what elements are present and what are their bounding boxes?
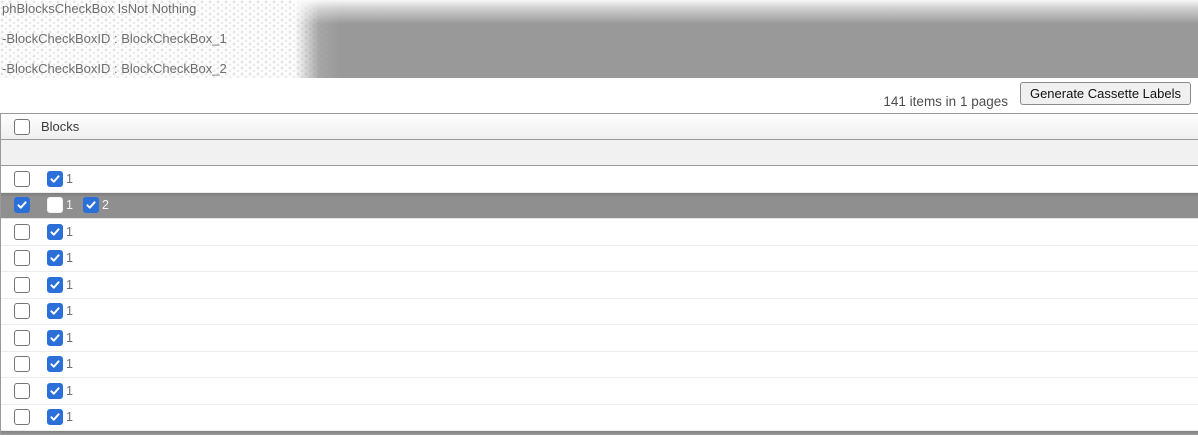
generate-cassette-labels-button[interactable]: Generate Cassette Labels: [1019, 82, 1191, 105]
blocks-cell: 1: [47, 276, 83, 293]
row-select-checkbox[interactable]: [14, 197, 30, 214]
block-checkbox[interactable]: [47, 382, 63, 399]
block-checkbox[interactable]: [47, 170, 63, 187]
table-row[interactable]: 1: [1, 325, 1198, 352]
debug-panel: phBlocksCheckBox IsNot Nothing -BlockChe…: [0, 0, 1198, 78]
gray-shadow-overlay: [295, 0, 1198, 78]
block-label: 1: [66, 304, 73, 319]
debug-line-1: phBlocksCheckBox IsNot Nothing: [2, 1, 197, 16]
block-label: 1: [66, 277, 73, 292]
row-select-cell: [1, 329, 30, 346]
blocks-cell: 1: [47, 356, 83, 373]
block-checkbox-group: 1: [47, 197, 73, 214]
grid-header-row: Blocks: [1, 114, 1198, 140]
row-select-checkbox[interactable]: [14, 356, 30, 373]
block-checkbox[interactable]: [47, 276, 63, 293]
column-header-blocks: Blocks: [41, 119, 80, 134]
debug-lines: phBlocksCheckBox IsNot Nothing -BlockChe…: [2, 0, 227, 90]
table-row[interactable]: 1: [1, 298, 1198, 325]
block-checkbox[interactable]: [47, 250, 63, 267]
blocks-cell: 1: [47, 409, 83, 426]
blocks-cell: 1: [47, 250, 83, 267]
row-select-checkbox[interactable]: [14, 409, 30, 426]
block-checkbox-group: 1: [47, 409, 73, 426]
block-checkbox-group: 1: [47, 303, 73, 320]
blocks-cell: 1: [47, 382, 83, 399]
block-label: 1: [66, 383, 73, 398]
table-row-partial[interactable]: [1, 431, 1198, 435]
block-checkbox-group: 1: [47, 276, 73, 293]
table-row[interactable]: 1: [1, 378, 1198, 405]
block-label: 1: [66, 198, 73, 213]
grid-filter-row[interactable]: [1, 140, 1198, 166]
block-checkbox[interactable]: [47, 197, 63, 214]
block-checkbox-group: 1: [47, 356, 73, 373]
row-select-checkbox[interactable]: [14, 223, 30, 240]
table-row[interactable]: 1: [1, 404, 1198, 431]
block-label: 1: [66, 357, 73, 372]
toolbar: 141 items in 1 pages Generate Cassette L…: [0, 78, 1198, 113]
block-checkbox-group: 1: [47, 223, 73, 240]
block-checkbox-group: 1: [47, 329, 73, 346]
row-select-cell: [1, 250, 30, 267]
row-select-cell: [1, 223, 30, 240]
table-row[interactable]: 1: [1, 245, 1198, 272]
blocks-cell: 1: [47, 329, 83, 346]
block-label: 1: [66, 224, 73, 239]
row-select-cell: [1, 197, 30, 214]
row-select-checkbox[interactable]: [14, 382, 30, 399]
row-select-checkbox[interactable]: [14, 329, 30, 346]
blocks-cell: 1: [47, 170, 83, 187]
block-checkbox-group: 1: [47, 250, 73, 267]
row-select-cell: [1, 303, 30, 320]
row-select-cell: [1, 276, 30, 293]
header-select-cell: [1, 118, 30, 135]
block-checkbox-group: 1: [47, 170, 73, 187]
table-row[interactable]: 1: [1, 272, 1198, 299]
select-all-checkbox[interactable]: [14, 118, 30, 135]
row-select-checkbox[interactable]: [14, 170, 30, 187]
debug-line-3: -BlockCheckBoxID : BlockCheckBox_2: [2, 61, 227, 76]
row-select-cell: [1, 382, 30, 399]
row-select-cell: [1, 170, 30, 187]
block-label: 1: [66, 171, 73, 186]
blocks-cell: 1: [47, 303, 83, 320]
block-checkbox-group: 2: [82, 197, 109, 214]
row-select-cell: [1, 409, 30, 426]
block-label: 1: [66, 410, 73, 425]
block-label: 2: [101, 198, 109, 213]
row-select-checkbox[interactable]: [14, 250, 30, 267]
block-checkbox[interactable]: [47, 356, 63, 373]
block-checkbox[interactable]: [47, 303, 63, 320]
block-checkbox[interactable]: [47, 329, 63, 346]
block-checkbox[interactable]: [47, 409, 63, 426]
block-checkbox[interactable]: [47, 223, 63, 240]
debug-line-2: -BlockCheckBoxID : BlockCheckBox_1: [2, 31, 227, 46]
items-summary: 141 items in 1 pages: [883, 94, 1008, 109]
blocks-cell: 1: [47, 223, 83, 240]
block-checkbox[interactable]: [82, 197, 99, 214]
row-select-cell: [1, 356, 30, 373]
block-label: 1: [66, 251, 73, 266]
table-row[interactable]: 1: [1, 351, 1198, 378]
row-select-checkbox[interactable]: [14, 303, 30, 320]
table-row[interactable]: 1: [1, 219, 1198, 246]
table-row[interactable]: 1: [1, 166, 1198, 193]
row-select-checkbox[interactable]: [14, 276, 30, 293]
block-checkbox-group: 1: [47, 382, 73, 399]
block-label: 1: [66, 330, 73, 345]
